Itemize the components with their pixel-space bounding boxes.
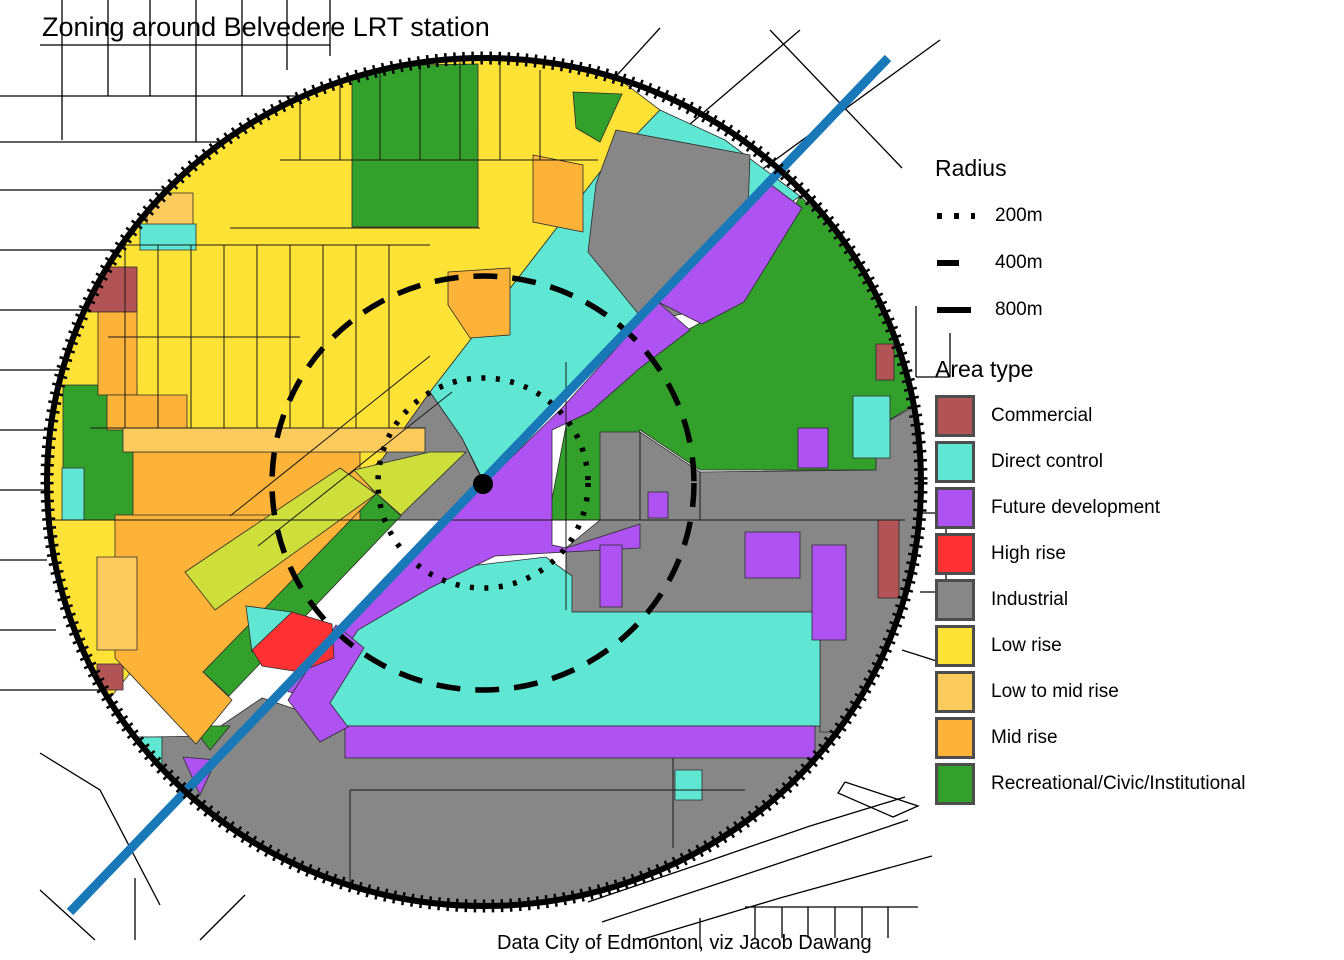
zone-region-recreational-civic-institutional <box>572 91 623 143</box>
zone-region-low-to-mid-rise <box>122 427 426 453</box>
page-title: Zoning around Belvedere LRT station <box>42 12 490 42</box>
zone-region-recreational-civic-institutional <box>351 63 479 228</box>
zone-region-commercial <box>875 343 895 381</box>
radius-legend-item-400m: 400m <box>935 239 1335 286</box>
area-legend-label: Commercial <box>991 405 1093 426</box>
zone-region-future-development <box>344 725 816 759</box>
zone-region-yellow-green <box>353 451 467 516</box>
area-legend-item-industrial: Industrial <box>935 577 1335 623</box>
radius-legend-label: 400m <box>995 251 1043 273</box>
dashed-line-icon <box>937 259 975 266</box>
zone-region-direct-control <box>139 223 197 251</box>
color-swatch-low-rise <box>935 625 975 667</box>
zone-region-direct-control <box>674 769 703 801</box>
zone-region-mid-rise <box>97 311 138 396</box>
road-line <box>199 894 246 941</box>
parcel-line <box>229 355 431 517</box>
zone-region-direct-control <box>61 467 85 521</box>
radius-ring-200m <box>375 375 591 591</box>
color-swatch-mid-rise <box>935 717 975 759</box>
road-line <box>601 819 909 923</box>
area-legend-label: Mid rise <box>991 727 1058 748</box>
lrt-station-marker <box>473 474 493 494</box>
parcel-lines <box>47 62 905 895</box>
radius-legend-label: 200m <box>995 204 1043 226</box>
road-line <box>39 889 96 941</box>
area-legend-item-high-rise: High rise <box>935 531 1335 577</box>
road-line <box>639 855 933 941</box>
radius-legend-title: Radius <box>935 155 1007 181</box>
data-source-caption: Data City of Edmonton, viz Jacob Dawang <box>497 932 872 954</box>
zone-region-future-development <box>287 624 365 743</box>
area-legend-label: Recreational/Civic/Institutional <box>991 773 1246 794</box>
radius-legend-item-800m: 800m <box>935 286 1335 333</box>
radius-legend: Radius 200m 400m 800m <box>935 155 1335 333</box>
radius-ring-400m <box>269 273 697 693</box>
color-swatch-high-rise <box>935 533 975 575</box>
area-legend-label: Low rise <box>991 635 1062 656</box>
solid-line-icon <box>937 306 975 313</box>
area-type-legend: Area type Commercial Direct control Future… <box>935 356 1335 807</box>
zone-region-future-development <box>599 544 623 608</box>
area-legend-item-future-development: Future development <box>935 485 1335 531</box>
area-legend-label: High rise <box>991 543 1066 564</box>
zone-region-mid-rise <box>106 394 188 431</box>
color-swatch-recreational-civic-institutional <box>935 763 975 805</box>
road-line <box>837 781 920 818</box>
zone-region-commercial <box>877 519 900 599</box>
radius-legend-label: 800m <box>995 298 1043 320</box>
road-line <box>39 752 161 906</box>
zone-region-low-to-mid-rise <box>96 556 138 651</box>
area-type-legend-title: Area type <box>935 356 1034 382</box>
area-legend-item-low-rise: Low rise <box>935 623 1335 669</box>
color-swatch-low-to-mid-rise <box>935 671 975 713</box>
zone-region-future-development <box>744 531 801 579</box>
color-swatch-direct-control <box>935 441 975 483</box>
area-legend-label: Future development <box>991 497 1160 518</box>
area-legend-label: Low to mid rise <box>991 681 1119 702</box>
area-legend-item-direct-control: Direct control <box>935 439 1335 485</box>
zone-region-future-development <box>647 491 669 519</box>
area-legend-item-low-to-mid-rise: Low to mid rise <box>935 669 1335 715</box>
area-legend-item-commercial: Commercial <box>935 393 1335 439</box>
zone-region-future-development <box>811 544 847 641</box>
zone-region-mid-rise <box>447 267 511 339</box>
color-swatch-future-development <box>935 487 975 529</box>
parcel-line <box>257 391 453 547</box>
area-legend-label: Industrial <box>991 589 1069 610</box>
color-swatch-industrial <box>935 579 975 621</box>
area-legend-item-recreational-civic-institutional: Recreational/Civic/Institutional <box>935 761 1335 807</box>
zone-region-mid-rise <box>532 154 584 233</box>
zone-region-low-to-mid-rise <box>146 192 194 228</box>
dotted-line-icon <box>937 212 975 219</box>
road-line <box>769 29 903 169</box>
zone-region-direct-control <box>852 395 891 459</box>
area-legend-item-mid-rise: Mid rise <box>935 715 1335 761</box>
zone-region-future-development <box>797 427 829 469</box>
radius-legend-item-200m: 200m <box>935 192 1335 239</box>
color-swatch-commercial <box>935 395 975 437</box>
area-legend-label: Direct control <box>991 451 1103 472</box>
radius-ring-800m-texture <box>40 51 928 913</box>
